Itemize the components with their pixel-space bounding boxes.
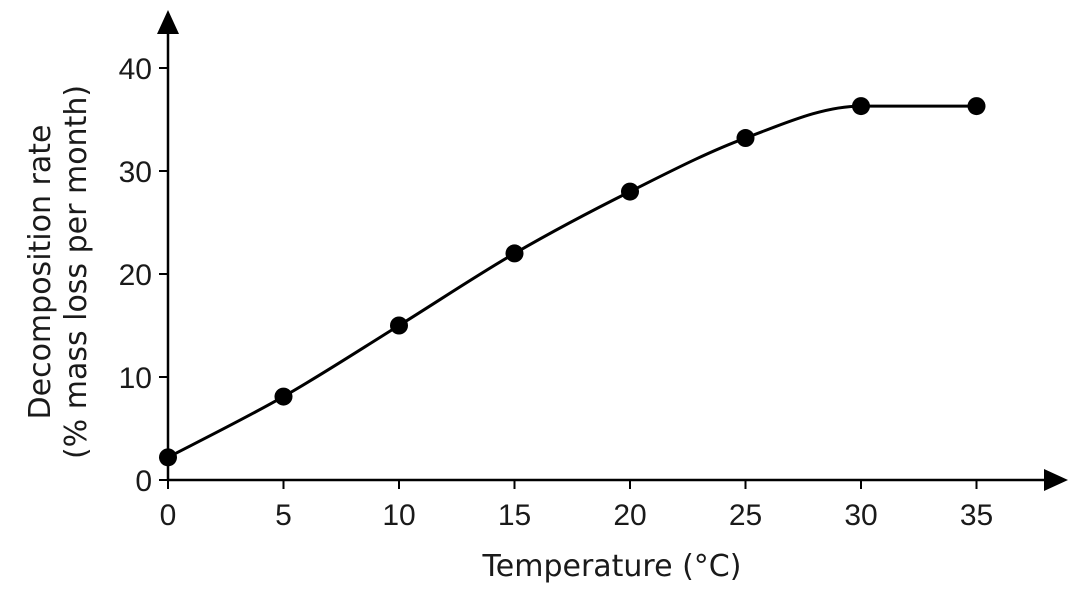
ticks: 0 5 10 15 20 25 30 35 0 10 20 30 40 bbox=[119, 53, 994, 532]
y-tick-label: 20 bbox=[119, 259, 152, 292]
axes bbox=[157, 10, 1068, 491]
data-point bbox=[390, 316, 408, 335]
data-point bbox=[159, 448, 177, 467]
series bbox=[159, 97, 986, 467]
x-tick-label: 0 bbox=[160, 499, 177, 532]
y-axis-title-line2: (% mass loss per month) bbox=[59, 85, 94, 459]
x-tick-label: 30 bbox=[844, 499, 877, 532]
x-tick-label: 20 bbox=[613, 499, 646, 532]
y-axis-arrow bbox=[157, 10, 179, 34]
x-tick-label: 15 bbox=[498, 499, 531, 532]
data-point bbox=[621, 182, 639, 201]
x-tick-label: 35 bbox=[960, 499, 993, 532]
x-tick-label: 25 bbox=[729, 499, 762, 532]
data-point bbox=[505, 244, 524, 263]
data-point bbox=[736, 129, 755, 148]
x-tick-label: 10 bbox=[382, 499, 415, 532]
series-line bbox=[167, 104, 977, 459]
x-axis-arrow bbox=[1044, 469, 1068, 491]
x-tick-label: 5 bbox=[275, 499, 292, 532]
data-point bbox=[852, 97, 870, 116]
y-axis-title-line1: Decomposition rate bbox=[23, 125, 58, 420]
data-point bbox=[274, 387, 293, 406]
data-point bbox=[967, 97, 986, 116]
y-tick-label: 0 bbox=[135, 465, 152, 498]
y-tick-label: 10 bbox=[119, 362, 152, 395]
x-axis-title: Temperature (°C) bbox=[482, 549, 742, 584]
y-tick-label: 30 bbox=[119, 156, 152, 189]
y-tick-label: 40 bbox=[119, 53, 152, 86]
